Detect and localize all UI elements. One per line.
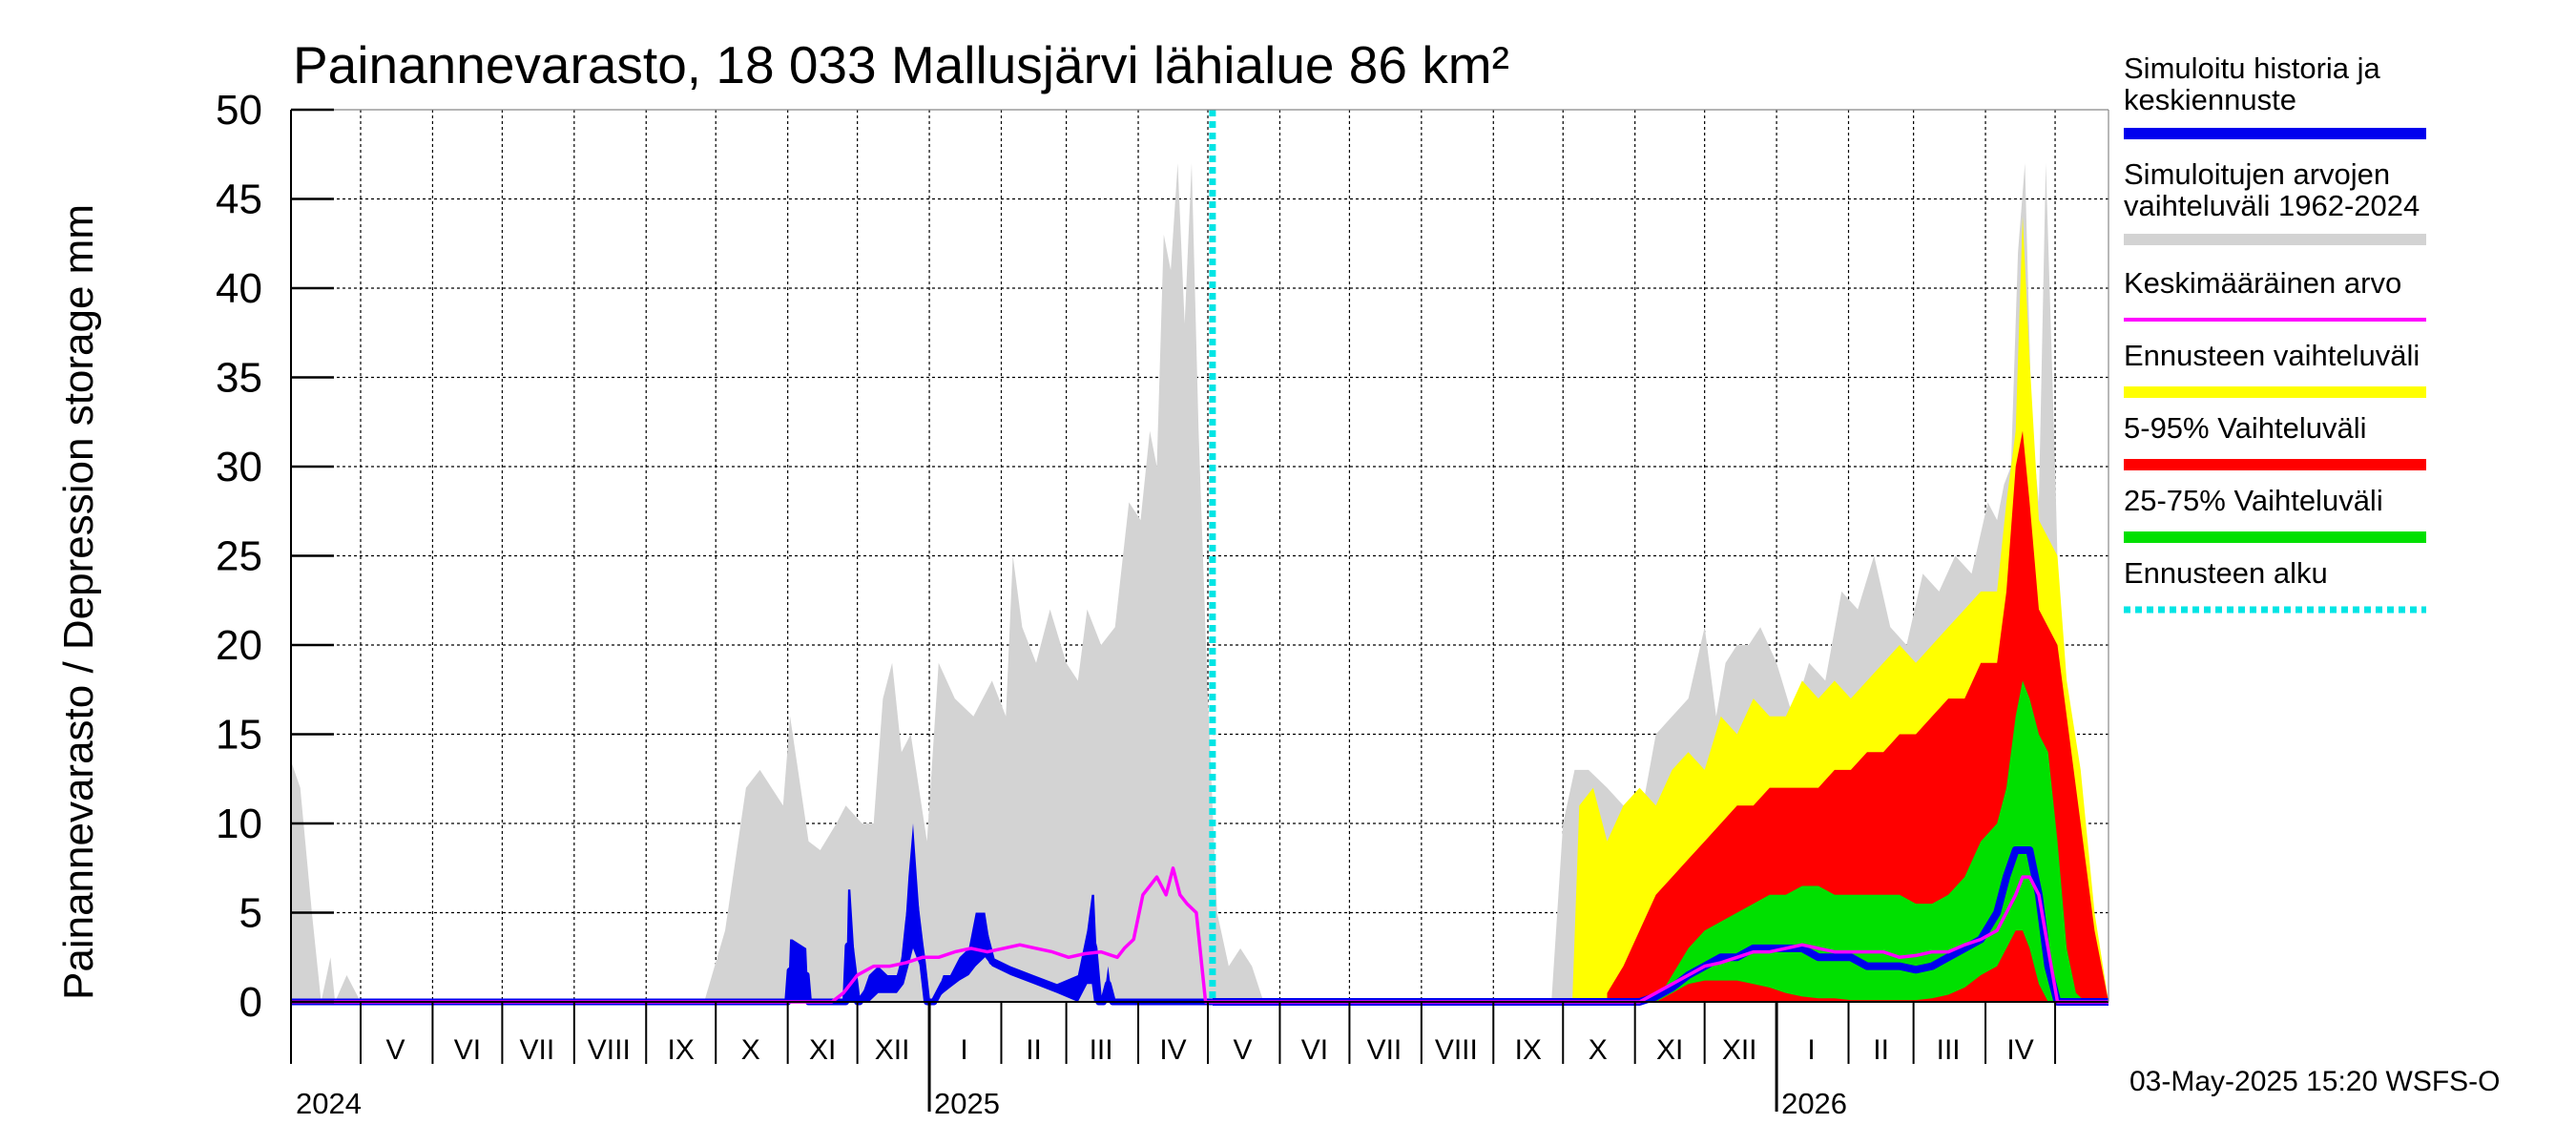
- series-simuloitujen-arvojen-vaihteluv-li-1962-2024-band: [291, 163, 2109, 1003]
- x-month-label: V: [385, 1034, 405, 1066]
- x-month-label: X: [741, 1034, 760, 1066]
- legend-item: Ennusteen vaihteluväli: [2124, 339, 2426, 398]
- x-month-label: XII: [875, 1034, 910, 1066]
- y-tick-label: 15: [216, 712, 262, 759]
- y-tick-label: 25: [216, 533, 262, 580]
- x-month-label: XI: [1656, 1034, 1683, 1066]
- chart-title: Painannevarasto, 18 033 Mallusjärvi lähi…: [293, 35, 1509, 94]
- x-month-label: X: [1589, 1034, 1608, 1066]
- legend-item: 5-95% Vaihteluväli: [2124, 411, 2426, 470]
- x-month-label: VI: [454, 1034, 481, 1066]
- x-month-label: IX: [1515, 1034, 1542, 1066]
- series-25-75-vaihteluv-li-band: [1655, 680, 2086, 1002]
- x-month-label: II: [1873, 1034, 1889, 1066]
- legend-label: Simuloitujen arvojen: [2124, 157, 2390, 191]
- x-year-label: 2025: [934, 1087, 1000, 1120]
- y-tick-label: 40: [216, 265, 262, 312]
- legend-label: Keskimääräinen arvo: [2124, 266, 2401, 300]
- legend-label: 5-95% Vaihteluväli: [2124, 411, 2366, 445]
- x-year-label: 2026: [1781, 1087, 1847, 1120]
- series-simuloitu-historia-ja-keskiennuste-band_line: [291, 823, 1213, 1002]
- x-year-label: 2024: [296, 1087, 362, 1120]
- x-month-label: VI: [1301, 1034, 1328, 1066]
- legend-item: Ennusteen alku: [2124, 556, 2426, 614]
- legend: Simuloitu historia jakeskiennusteSimuloi…: [2124, 52, 2426, 614]
- y-tick-label: 10: [216, 801, 262, 847]
- x-month-label: VII: [1367, 1034, 1402, 1066]
- y-tick-label: 0: [239, 979, 262, 1026]
- y-tick-label: 20: [216, 622, 262, 669]
- x-month-label: IV: [2006, 1034, 2033, 1066]
- y-tick-label: 50: [216, 87, 262, 134]
- y-tick-label: 5: [239, 890, 262, 937]
- y-tick-label: 35: [216, 355, 262, 402]
- x-month-label: IV: [1159, 1034, 1186, 1066]
- legend-item: 25-75% Vaihteluväli: [2124, 484, 2426, 543]
- y-tick-label: 45: [216, 177, 262, 223]
- x-month-label: VII: [520, 1034, 555, 1066]
- x-month-label: I: [1807, 1034, 1815, 1066]
- legend-label: Ennusteen alku: [2124, 556, 2328, 590]
- legend-label-line2: vaihteluväli 1962-2024: [2124, 189, 2420, 222]
- footer-timestamp: 03-May-2025 15:20 WSFS-O: [2129, 1066, 2501, 1097]
- x-month-label: VIII: [1435, 1034, 1478, 1066]
- x-month-label: III: [1937, 1034, 1961, 1066]
- x-month-label: II: [1026, 1034, 1042, 1066]
- y-tick-label: 30: [216, 444, 262, 490]
- x-month-label: XI: [809, 1034, 836, 1066]
- legend-label: 25-75% Vaihteluväli: [2124, 484, 2383, 517]
- x-month-label: III: [1090, 1034, 1113, 1066]
- legend-item: Keskimääräinen arvo: [2124, 266, 2426, 322]
- x-month-label: VIII: [588, 1034, 631, 1066]
- y-axis-label: Painannevarasto / Depression storage mm: [55, 204, 102, 1000]
- legend-label-line2: keskiennuste: [2124, 83, 2296, 116]
- x-month-label: I: [960, 1034, 967, 1066]
- x-month-label: V: [1234, 1034, 1253, 1066]
- legend-label: Ennusteen vaihteluväli: [2124, 339, 2420, 372]
- x-month-label: IX: [668, 1034, 695, 1066]
- x-month-label: XII: [1722, 1034, 1757, 1066]
- legend-label: Simuloitu historia ja: [2124, 52, 2381, 85]
